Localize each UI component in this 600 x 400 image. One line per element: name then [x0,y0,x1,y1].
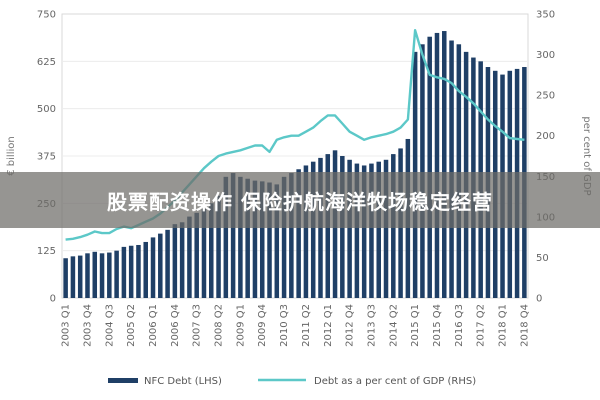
bar-nfc-debt [70,256,76,298]
y-left-axis-title: € billion [6,136,17,175]
bar-nfc-debt [150,237,156,298]
x-tick-label: 2009 Q1 [235,304,246,347]
y-right-tick-label: 50 [536,253,549,264]
bar-nfc-debt [442,31,447,298]
bar-nfc-debt [427,36,432,298]
bar-nfc-debt [114,250,119,298]
bar-nfc-debt [187,216,192,298]
bar-nfc-debt [99,253,105,298]
x-tick-label: 2004 Q3 [104,304,115,347]
bar-nfc-debt [165,229,170,298]
bar-nfc-debt [267,182,272,298]
x-tick-label: 2008 Q2 [214,304,225,347]
legend: NFC Debt (LHS) Debt as a per cent of GDP… [108,376,476,387]
bar-nfc-debt [230,173,236,298]
x-tick-label: 2018 Q4 [519,304,530,347]
bar-nfc-debt [107,252,112,298]
bar-nfc-debt [252,180,258,298]
bar-nfc-debt [85,253,90,298]
bar-nfc-debt [354,163,360,298]
x-tick-label: 2015 Q1 [410,304,421,347]
bar-nfc-debt [383,159,389,298]
bar-nfc-debt [179,222,185,298]
x-tick-label: 2014 Q2 [388,304,399,347]
banner-text: 股票配资操作 保险护航海洋牧场稳定经营 [107,189,493,214]
y-right-tick-label: 200 [536,131,555,142]
x-tick-label: 2007 Q3 [192,304,203,347]
bar-nfc-debt [121,246,127,298]
bar-nfc-debt [172,224,178,298]
x-tick-label: 2005 Q2 [126,304,137,347]
bar-nfc-debt [376,161,381,298]
bar-nfc-debt [201,209,207,298]
x-tick-label: 2003 Q1 [61,304,72,347]
bar-nfc-debt [369,163,374,298]
y-left-tick-label: 500 [37,104,56,115]
bar-nfc-debt [303,165,309,298]
bar-nfc-debt [361,165,367,298]
x-tick-label: 2012 Q4 [345,304,356,347]
bar-nfc-debt [347,159,352,298]
x-tick-label: 2009 Q4 [257,304,268,347]
bar-nfc-debt [136,244,141,298]
bar-nfc-debt [310,161,316,298]
y-left-tick-label: 375 [37,152,56,163]
bar-nfc-debt [158,233,163,298]
bar-nfc-debt [143,241,148,298]
x-tick-label: 2010 Q3 [279,304,290,347]
x-tick-label: 2017 Q2 [476,304,487,347]
x-tick-label: 2018 Q1 [498,304,509,347]
bar-nfc-debt [238,176,243,298]
x-tick-label: 2011 Q2 [301,304,312,347]
y-right-axis-title: per cent of GDP [581,116,592,195]
y-left-tick-label: 0 [50,294,56,305]
x-tick-label: 2013 Q3 [366,304,377,347]
legend-label-nfc-debt: NFC Debt (LHS) [144,376,222,387]
y-right-tick-label: 0 [536,294,542,305]
bar-nfc-debt [194,212,199,298]
bar-nfc-debt [92,251,98,298]
bar-nfc-debt [274,184,280,298]
bar-nfc-debt [434,32,440,298]
y-right-tick-label: 350 [536,10,555,21]
legend-swatch-nfc-debt [108,378,138,383]
x-tick-label: 2015 Q4 [432,304,443,347]
bar-nfc-debt [209,203,214,298]
overlay-banner: 股票配资操作 保险护航海洋牧场稳定经营 [0,172,600,228]
bar-nfc-debt [216,195,221,298]
bar-nfc-debt [128,245,134,298]
x-tick-label: 2006 Q4 [170,304,181,347]
bar-nfc-debt [449,40,454,299]
x-tick-label: 2003 Q4 [82,304,93,347]
y-left-tick-label: 750 [37,10,56,21]
bar-nfc-debt [63,258,68,298]
x-tick-label: 2012 Q1 [323,304,334,347]
y-left-tick-label: 625 [37,57,56,68]
bar-nfc-debt [456,44,462,298]
y-left-tick-label: 125 [37,246,56,257]
bar-nfc-debt [245,178,250,298]
y-right-axis: 050100150200250300350 [536,10,555,305]
bar-nfc-debt [281,176,287,298]
bar-nfc-debt [77,255,83,298]
bar-nfc-debt [289,173,294,298]
bar-nfc-debt [259,181,265,298]
bar-nfc-debt [420,44,425,298]
bar-nfc-debt [223,176,229,298]
legend-label-debt-pct-gdp: Debt as a per cent of GDP (RHS) [314,376,476,387]
bar-nfc-debt [296,169,301,298]
y-right-tick-label: 250 [536,91,555,102]
x-axis: 2003 Q1 2003 Q4 2004 Q3 2005 Q2 2006 Q1 2006 … [61,304,531,347]
x-tick-label: 2006 Q1 [148,304,159,347]
x-tick-label: 2016 Q3 [454,304,465,347]
y-right-tick-label: 300 [536,50,555,61]
